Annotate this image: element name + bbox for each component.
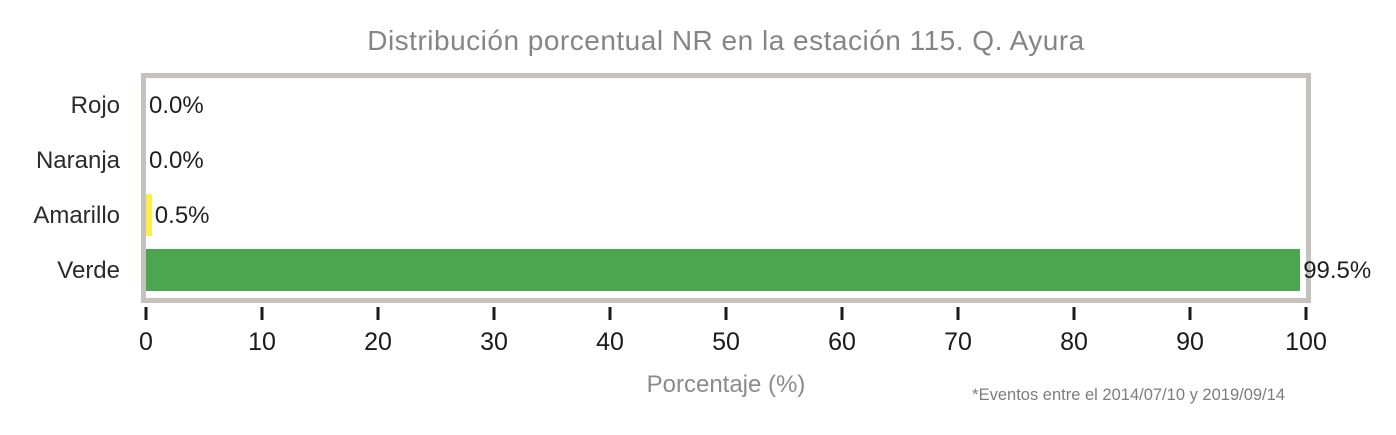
x-tick-label-10: 10 (248, 328, 276, 356)
x-tick-label-100: 100 (1285, 328, 1327, 356)
x-axis: 0 10 20 30 40 50 60 70 80 90 100 (139, 303, 1327, 363)
bar-value-label-amarillo: 0.5% (154, 201, 210, 229)
category-label-amarillo: Amarillo (33, 201, 120, 229)
bar-amarillo (146, 194, 152, 236)
x-tick-label-20: 20 (364, 328, 392, 356)
x-tick-label-50: 50 (712, 328, 740, 356)
x-tick-label-90: 90 (1176, 328, 1204, 356)
x-tick-label-80: 80 (1060, 328, 1088, 356)
bar-row-naranja: 0.0% (146, 133, 1306, 188)
x-tick-mark-100 (1304, 307, 1308, 320)
plot-frame: 0.0% 0.0% 0.5% 99.5% (141, 73, 1371, 303)
bar-value-label-rojo: 0.0% (149, 91, 204, 119)
bar-row-verde: 99.5% (146, 243, 1371, 298)
bar-row-rojo: 0.0% (146, 78, 1306, 133)
bar-verde (146, 249, 1301, 291)
x-axis-title: Porcentaje (%) (646, 371, 806, 398)
x-tick-mark-80 (1072, 307, 1076, 320)
x-tick-mark-20 (376, 307, 380, 320)
x-tick-label-0: 0 (139, 328, 153, 356)
bar-value-label-naranja: 0.0% (149, 146, 204, 174)
x-tick-mark-60 (840, 307, 844, 320)
y-axis-category-labels: Rojo Naranja Amarillo Verde (0, 78, 120, 298)
x-tick-mark-10 (260, 307, 264, 320)
bar-value-label-verde: 99.5% (1303, 256, 1372, 284)
x-tick-mark-0 (144, 307, 148, 320)
x-tick-label-60: 60 (828, 328, 856, 356)
category-label-verde: Verde (57, 256, 120, 284)
category-label-rojo: Rojo (70, 91, 120, 119)
x-tick-mark-90 (1188, 307, 1192, 320)
x-tick-mark-40 (608, 307, 612, 320)
x-tick-label-70: 70 (944, 328, 972, 356)
footnote: *Eventos entre el 2014/07/10 y 2019/09/1… (972, 386, 1285, 404)
x-tick-label-30: 30 (480, 328, 508, 356)
x-tick-mark-70 (956, 307, 960, 320)
x-tick-mark-50 (724, 307, 728, 320)
chart-title: Distribución porcentual NR en la estació… (367, 25, 1085, 56)
bar-row-amarillo: 0.5% (146, 188, 1306, 243)
plot-area: 0.0% 0.0% 0.5% 99.5% (146, 78, 1371, 298)
x-tick-label-40: 40 (596, 328, 624, 356)
x-tick-mark-30 (492, 307, 496, 320)
category-label-naranja: Naranja (35, 146, 120, 174)
